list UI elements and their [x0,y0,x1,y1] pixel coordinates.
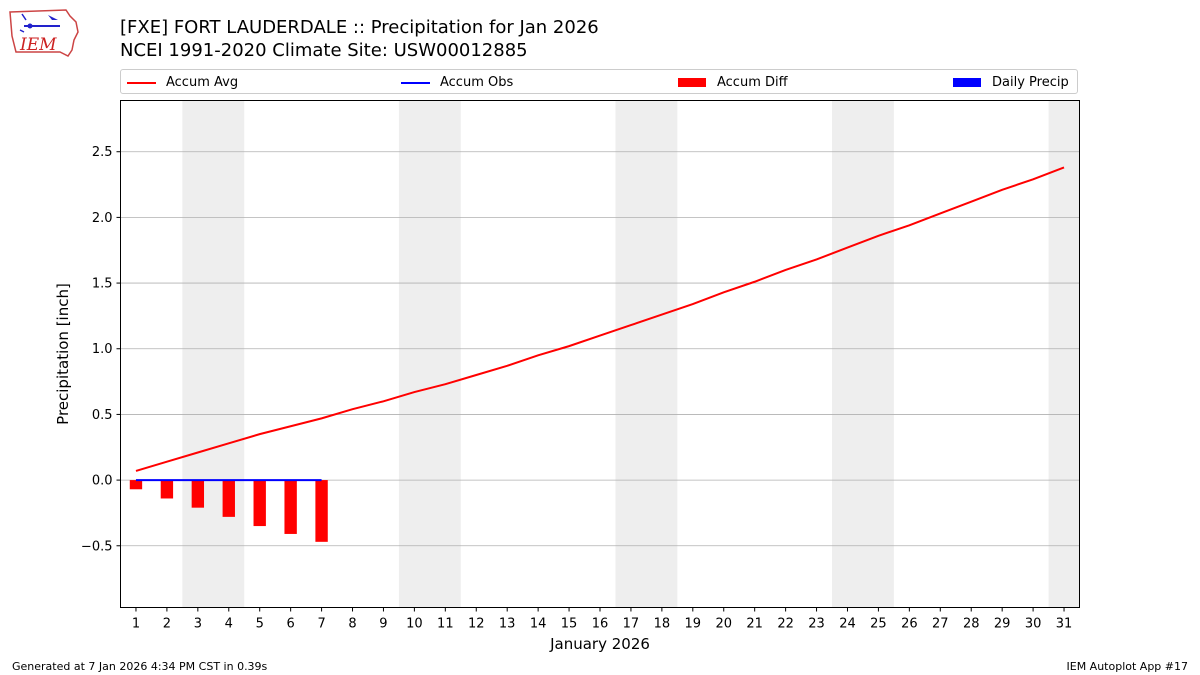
y-tick-label-1: 0.0 [92,474,113,489]
chart-title: [FXE] FORT LAUDERDALE :: Precipitation f… [120,17,599,38]
x-tick-label-21: 21 [746,617,763,632]
iem-logo: IEM [9,9,79,57]
x-tick-label-7: 7 [317,617,325,632]
legend-label-daily-precip: Daily Precip [992,75,1069,90]
accum-diff-bar-1 [129,480,143,490]
x-tick-label-22: 22 [777,617,794,632]
x-axis-label: January 2026 [549,635,650,653]
x-tick-label-24: 24 [839,617,856,632]
logo-text: IEM [19,35,57,55]
x-tick-label-10: 10 [406,617,423,632]
accum-diff-bar-7 [315,480,328,542]
y-tick-label-5: 2.0 [92,211,113,226]
weekend-band-3 [615,100,678,608]
x-tick-label-18: 18 [654,617,671,632]
x-tick-label-12: 12 [468,617,485,632]
x-tick-label-11: 11 [437,617,454,632]
legend-label-accum-avg: Accum Avg [166,75,239,90]
legend: Accum Avg Accum Obs Accum Diff Daily Pre… [120,69,1078,94]
x-tick-label-20: 20 [715,617,732,632]
accum-avg-line [135,166,1065,472]
x-tick-label-8: 8 [348,617,356,632]
weekend-band-5 [1048,100,1080,608]
y-tick-label-0: −0.5 [81,539,113,554]
y-tick-label-2: 0.5 [92,408,113,423]
plot-frame [120,100,1080,608]
x-tick-label-31: 31 [1056,617,1073,632]
accum-diff-bar-5 [253,480,266,527]
legend-entry-accum-avg: Accum Avg [127,70,238,95]
legend-swatch-accum-avg [127,81,156,84]
weekend-band-4 [832,100,894,608]
x-tick-label-23: 23 [808,617,825,632]
legend-label-accum-obs: Accum Obs [440,75,514,90]
y-tick-label-3: 1.0 [92,342,113,357]
accum-diff-bar-6 [284,480,297,534]
x-tick-label-27: 27 [932,617,949,632]
y-axis-label: Precipitation [inch] [54,283,72,425]
x-tick-label-30: 30 [1025,617,1042,632]
weekend-band-1 [182,100,245,608]
iowa-outline [9,9,79,57]
x-tick-label-13: 13 [499,617,516,632]
chart-subtitle: NCEI 1991-2020 Climate Site: USW00012885 [120,40,528,61]
x-tick-label-15: 15 [561,617,578,632]
legend-swatch-accum-obs [401,81,430,84]
x-tick-label-1: 1 [132,617,140,632]
accum-diff-bar-3 [191,480,205,508]
x-tick-label-5: 5 [256,617,264,632]
legend-entry-accum-diff: Accum Diff [678,70,788,95]
x-tick-label-4: 4 [225,617,233,632]
app-label: IEM Autoplot App #17 [1066,660,1189,673]
x-tick-label-25: 25 [870,617,887,632]
accum-diff-bar-4 [222,480,235,517]
y-tick-label-4: 1.5 [92,277,113,292]
x-tick-label-29: 29 [994,617,1011,632]
x-tick-label-2: 2 [163,617,171,632]
x-tick-label-17: 17 [623,617,640,632]
x-tick-label-28: 28 [963,617,980,632]
weekend-band-2 [398,100,461,608]
x-tick-label-3: 3 [194,617,202,632]
y-tick-label-6: 2.5 [92,145,113,160]
legend-entry-accum-obs: Accum Obs [401,70,513,95]
x-tick-label-19: 19 [685,617,702,632]
x-tick-label-26: 26 [901,617,918,632]
x-tick-label-9: 9 [379,617,387,632]
legend-label-accum-diff: Accum Diff [717,75,788,90]
x-tick-label-16: 16 [592,617,609,632]
legend-entry-daily-precip: Daily Precip [953,70,1069,95]
legend-swatch-accum-diff [678,78,706,87]
generated-timestamp: Generated at 7 Jan 2026 4:34 PM CST in 0… [12,660,268,673]
accum-diff-bar-2 [160,480,174,499]
legend-swatch-daily-precip [953,78,981,87]
x-tick-label-6: 6 [287,617,295,632]
x-tick-label-14: 14 [530,617,547,632]
